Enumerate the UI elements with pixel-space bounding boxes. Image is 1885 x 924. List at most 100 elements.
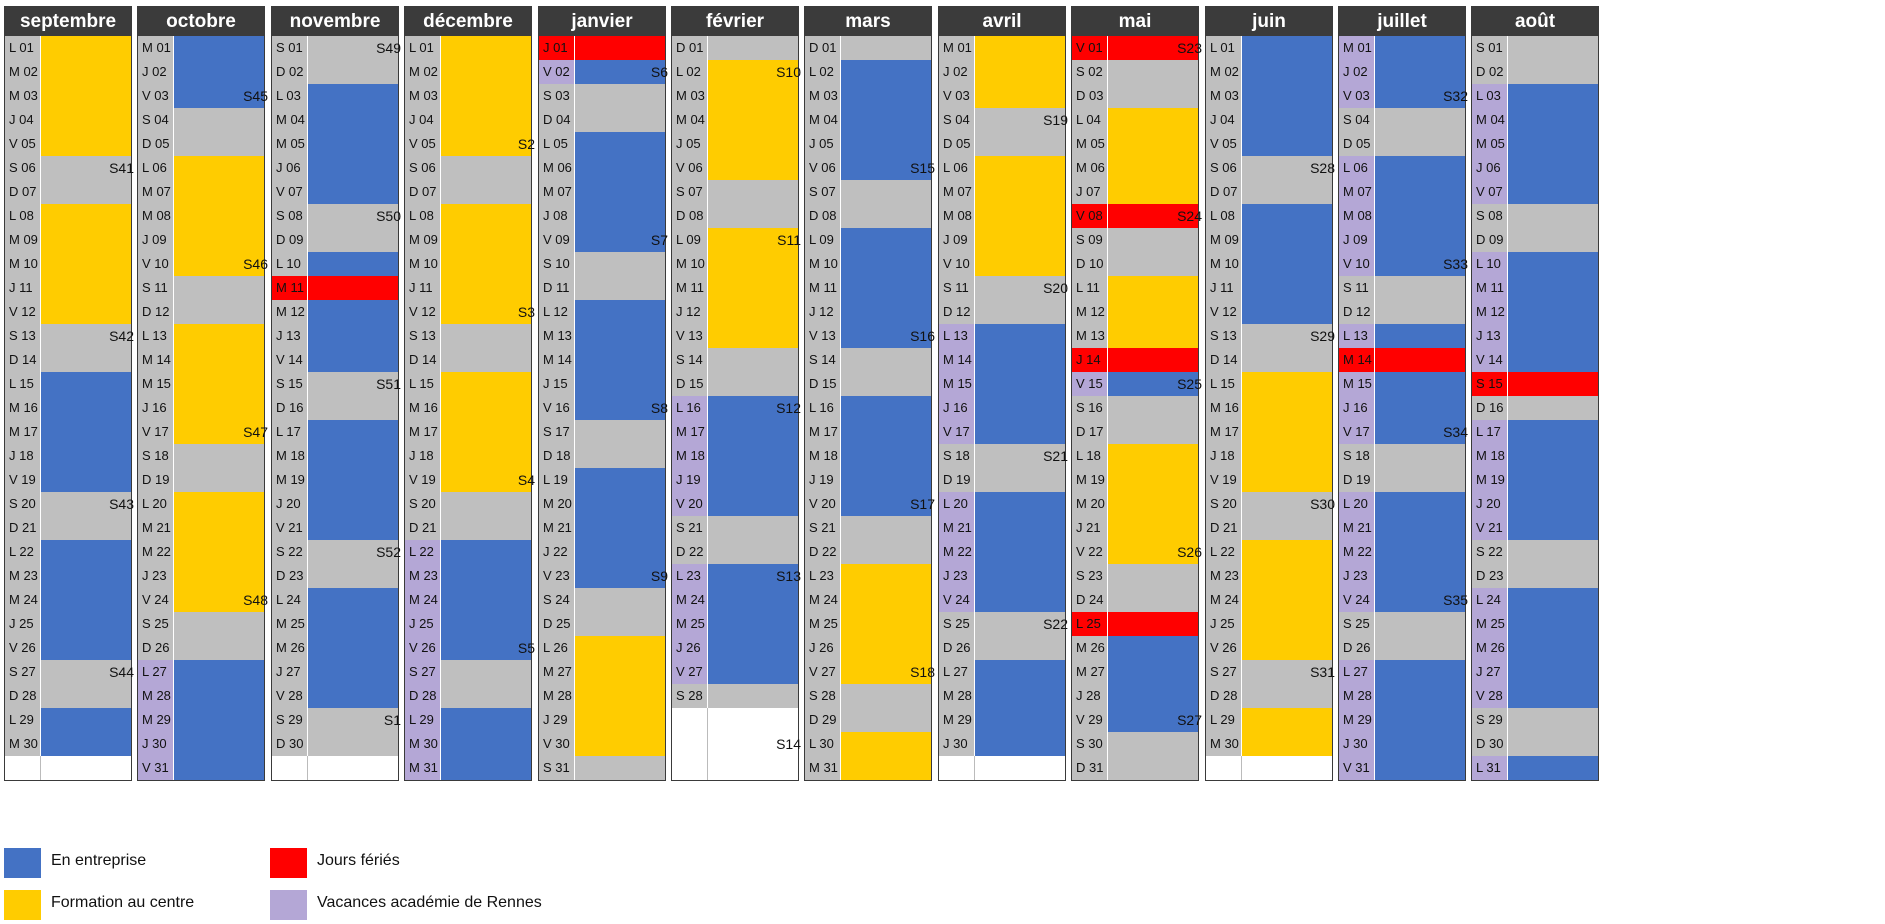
day-activity-fill (1242, 588, 1332, 612)
day-label: V 28 (272, 684, 307, 708)
day-cell: V 19 (405, 468, 531, 492)
week-number-label: S45 (243, 88, 268, 104)
day-cell: S 20 (5, 492, 131, 516)
day-label: S 18 (138, 444, 173, 468)
day-activity-fill (1242, 660, 1332, 684)
day-activity-fill (575, 252, 665, 276)
day-activity-fill (841, 348, 931, 372)
day-activity-fill (975, 468, 1065, 492)
day-label: V 31 (1339, 756, 1374, 780)
day-label: M 05 (1072, 132, 1107, 156)
day-label: S 29 (272, 708, 307, 732)
day-activity-fill (1508, 636, 1598, 660)
day-cell: S 06 (405, 156, 531, 180)
day-cell: V 12 (5, 300, 131, 324)
day-label: M 23 (5, 564, 40, 588)
day-label: S 28 (672, 684, 707, 708)
day-cell: D 19 (138, 468, 264, 492)
day-cell: V 09 (539, 228, 665, 252)
day-cell: M 09 (1206, 228, 1332, 252)
legend-label: Formation au centre (51, 894, 195, 911)
day-cell: L 16 (805, 396, 931, 420)
day-label: J 26 (672, 636, 707, 660)
day-activity-fill (1242, 540, 1332, 564)
day-cell: L 29 (405, 708, 531, 732)
day-activity-fill (1375, 180, 1465, 204)
day-label: D 14 (1206, 348, 1241, 372)
day-activity-fill (441, 612, 531, 636)
day-label: M 15 (1339, 372, 1374, 396)
day-cell: M 25 (1472, 612, 1598, 636)
day-cell: L 26 (539, 636, 665, 660)
day-activity-fill (1108, 36, 1198, 60)
month-column: septembre L 01 M 02 M 03 J 04 V 05 S 06 D 07 L 0… (4, 6, 132, 781)
day-label: S 03 (539, 84, 574, 108)
day-activity-fill (841, 564, 931, 588)
day-activity-fill (708, 36, 798, 60)
day-cell: M 15 (939, 372, 1065, 396)
day-cell: M 27 (539, 660, 665, 684)
day-label: L 17 (1472, 420, 1507, 444)
day-activity-fill (41, 84, 131, 108)
day-cell: M 10 (5, 252, 131, 276)
day-cell: J 28 (1072, 684, 1198, 708)
day-cell: J 16 (138, 396, 264, 420)
day-label: S 20 (1206, 492, 1241, 516)
day-activity-fill (1375, 660, 1465, 684)
day-activity-fill (975, 132, 1065, 156)
day-activity-fill (1108, 228, 1198, 252)
day-activity-fill (1508, 396, 1598, 420)
day-cell: L 03 (1472, 84, 1598, 108)
week-number-label: S14 (776, 736, 801, 752)
day-label: J 28 (1072, 684, 1107, 708)
day-cell: V 07 (272, 180, 398, 204)
week-number-label: S4 (517, 472, 535, 488)
day-activity-fill (1242, 108, 1332, 132)
month-column: février D 01 L 02 M 03 M 04 J 05 V 06 S 07 D 08 L… (671, 6, 799, 781)
day-label: J 01 (539, 36, 574, 60)
day-label: L 27 (138, 660, 173, 684)
day-cell: J 23 (1339, 564, 1465, 588)
day-label: D 21 (5, 516, 40, 540)
day-label: S 25 (138, 612, 173, 636)
day-label: S 21 (672, 516, 707, 540)
day-label: D 08 (805, 204, 840, 228)
day-label: M 03 (5, 84, 40, 108)
day-cell: M 01 (939, 36, 1065, 60)
day-label: S 13 (1206, 324, 1241, 348)
day-cell: M 08 (1339, 204, 1465, 228)
day-cell: S 06 (1206, 156, 1332, 180)
week-number-label: S23 (1177, 40, 1202, 56)
day-activity-fill (1108, 420, 1198, 444)
day-cell: M 02 (405, 60, 531, 84)
day-label: V 12 (405, 300, 440, 324)
legend-label: En entreprise (51, 852, 147, 869)
day-cell: M 10 (1206, 252, 1332, 276)
day-cell: D 23 (272, 564, 398, 588)
day-activity-fill (1508, 444, 1598, 468)
day-label: D 17 (1072, 420, 1107, 444)
day-label: S 23 (1072, 564, 1107, 588)
day-label: D 21 (405, 516, 440, 540)
day-label: V 06 (805, 156, 840, 180)
day-activity-fill (1108, 684, 1198, 708)
day-activity-fill (708, 444, 798, 468)
day-cell: D 29 (805, 708, 931, 732)
day-label: D 04 (539, 108, 574, 132)
day-label: D 15 (672, 372, 707, 396)
day-cell: M 13 (1072, 324, 1198, 348)
day-cell: L 01 (405, 36, 531, 60)
day-activity-fill (174, 516, 264, 540)
day-cell: M 08 (939, 204, 1065, 228)
day-label: J 13 (272, 324, 307, 348)
day-cell: J 04 (1206, 108, 1332, 132)
day-cell: S 29 (272, 708, 398, 732)
day-label: M 13 (539, 324, 574, 348)
day-label: V 26 (405, 636, 440, 660)
day-label: J 02 (1339, 60, 1374, 84)
day-label: J 25 (1206, 612, 1241, 636)
day-cell: M 31 (805, 756, 931, 780)
day-label: J 13 (1472, 324, 1507, 348)
day-activity-fill (975, 588, 1065, 612)
day-activity-fill (708, 492, 798, 516)
